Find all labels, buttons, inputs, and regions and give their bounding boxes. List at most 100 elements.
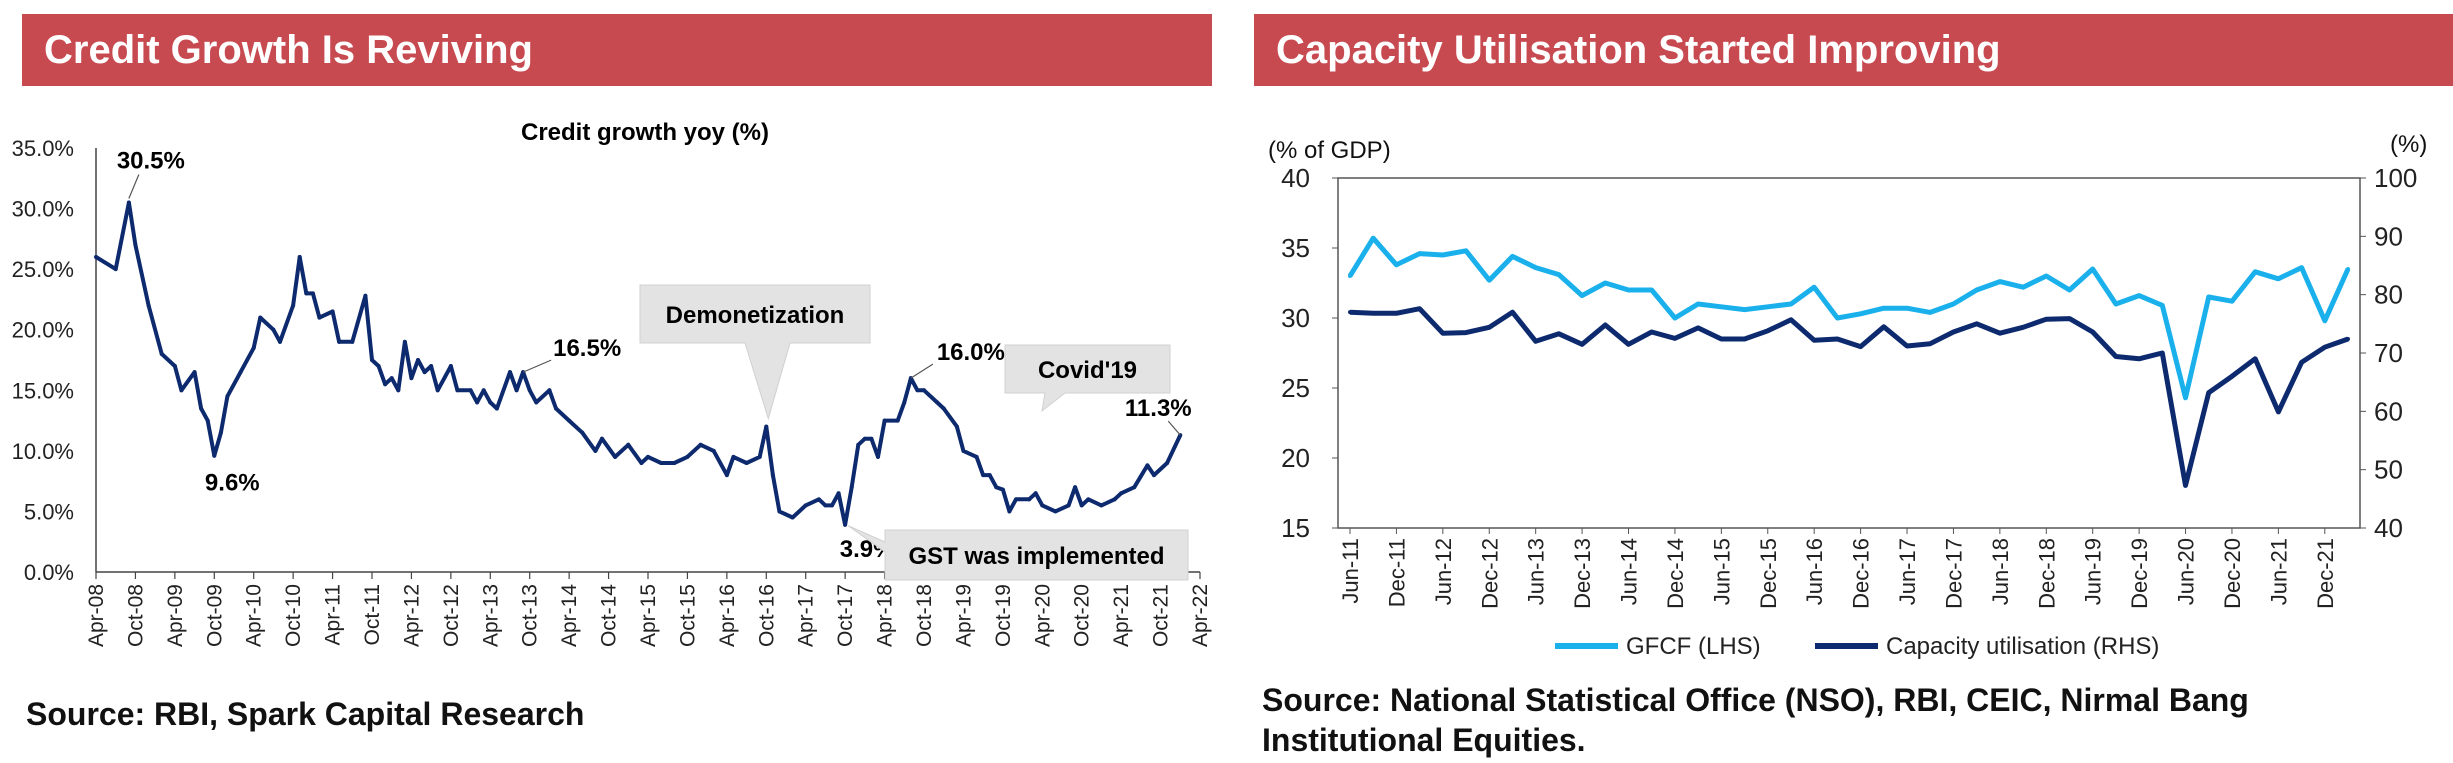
credit-growth-point — [251, 345, 256, 350]
credit-growth-point — [915, 388, 920, 393]
gfcf-point — [1348, 274, 1352, 278]
capacity-utilisation-point — [1487, 325, 1492, 330]
credit-growth-point — [304, 291, 309, 296]
credit-growth-point — [646, 454, 650, 459]
credit-growth-point — [488, 400, 493, 405]
credit-growth-point — [218, 430, 223, 435]
credit-growth-point — [1027, 497, 1032, 502]
credit-growth-point — [961, 448, 966, 453]
x-tick-label: Oct-14 — [598, 584, 621, 647]
capacity-utilisation-point — [1788, 317, 1793, 322]
credit-growth-point — [935, 400, 940, 405]
capacity-utilisation-point — [1881, 324, 1886, 329]
credit-growth-point — [527, 388, 532, 393]
y-left-tick-label: 15 — [1281, 513, 1310, 543]
credit-growth-point — [258, 315, 263, 320]
gfcf-point — [2067, 288, 2072, 292]
x-tick-label: Jun-12 — [1431, 538, 1456, 605]
x-tick-label: Dec-16 — [1849, 538, 1874, 609]
annotation-peak-2018: 16.0% — [937, 339, 1005, 366]
y-right-tick-label: 50 — [2374, 455, 2403, 485]
y-right-tick-label: 40 — [2374, 513, 2403, 543]
capacity-utilisation-point — [1719, 337, 1724, 341]
credit-growth-point — [843, 522, 848, 527]
credit-growth-point — [626, 442, 631, 447]
gfcf-point — [1905, 306, 1910, 311]
capacity-utilisation-point — [2299, 360, 2304, 365]
x-tick-label: Oct-16 — [755, 584, 778, 647]
x-tick-label: Oct-20 — [1071, 584, 1094, 647]
capacity-utilisation-point — [2253, 356, 2258, 361]
credit-growth-point — [1000, 487, 1005, 492]
credit-growth-point — [179, 388, 184, 393]
credit-growth-point — [849, 485, 854, 490]
capacity-utilisation-point — [1951, 330, 1956, 334]
credit-growth-point — [974, 454, 979, 459]
capacity-utilisation-point — [2090, 330, 2095, 334]
credit-growth-point — [580, 430, 585, 435]
credit-growth-point — [271, 327, 276, 332]
credit-growth-point — [199, 406, 204, 411]
credit-growth-point — [448, 364, 453, 369]
x-tick-label: Apr-17 — [795, 584, 818, 647]
x-tick-label: Oct-08 — [124, 584, 147, 647]
gfcf-point — [1997, 279, 2002, 284]
credit-growth-point — [113, 267, 118, 272]
credit-growth-point — [902, 400, 907, 405]
capacity-utilisation-point — [1580, 342, 1585, 347]
annotation-leader — [128, 174, 140, 199]
credit-growth-point — [1033, 491, 1038, 496]
x-tick-label: Jun-21 — [2266, 538, 2291, 605]
credit-growth-point — [192, 370, 197, 375]
gfcf-point — [1788, 302, 1793, 306]
right-source-line-2: Institutional Equities. — [1262, 722, 1586, 758]
gfcf-point — [2276, 276, 2281, 281]
gfcf-point — [1765, 304, 1770, 309]
credit-growth-point — [205, 418, 210, 423]
capacity-utilisation-point — [1928, 341, 1933, 346]
x-tick-label: Jun-17 — [1895, 538, 1920, 605]
x-tick-label: Oct-21 — [1150, 584, 1173, 647]
gfcf-point — [1580, 293, 1585, 298]
credit-growth-point — [639, 460, 644, 465]
left-source-note: Source: RBI, Spark Capital Research — [26, 696, 585, 732]
capacity-utilisation-point — [2276, 409, 2281, 414]
credit-growth-point — [1165, 460, 1170, 465]
x-tick-label: Dec-18 — [2034, 538, 2059, 609]
y-right-tick-label: 90 — [2374, 221, 2403, 251]
credit-growth-point — [600, 436, 604, 441]
capacity-utilisation-point — [1835, 337, 1840, 341]
credit-growth-point — [508, 370, 512, 375]
right-source-line-1: Source: National Statistical Office (NSO… — [1262, 682, 2249, 718]
credit-growth-point — [1073, 485, 1078, 490]
gfcf-point — [2137, 293, 2142, 298]
credit-growth-point — [494, 406, 499, 411]
capacity-utilisation-point — [1371, 311, 1376, 316]
x-tick-label: Apr-10 — [243, 584, 266, 647]
credit-growth-point — [376, 364, 381, 369]
x-tick-label: Apr-19 — [952, 584, 975, 647]
gfcf-line — [1347, 235, 2351, 401]
capacity-utilisation-point — [2229, 374, 2234, 379]
y-tick-label: 35.0% — [12, 136, 74, 161]
y-tick-label: 15.0% — [12, 378, 74, 403]
capacity-utilisation-point — [2021, 325, 2026, 330]
credit-growth-point — [1112, 497, 1117, 502]
credit-growth-point — [547, 388, 552, 393]
x-tick-label: Apr-13 — [479, 584, 502, 647]
credit-growth-point — [1066, 503, 1071, 508]
credit-growth-point — [383, 382, 388, 387]
x-tick-label: Oct-17 — [834, 584, 857, 647]
gfcf-point — [1440, 253, 1445, 257]
capacity-utilisation-point — [1742, 337, 1747, 341]
capacity-utilisation-point — [1556, 331, 1561, 336]
gfcf-point — [1533, 265, 1538, 270]
capacity-utilisation-point — [1649, 330, 1654, 334]
credit-growth-point — [987, 473, 992, 478]
credit-growth-point — [862, 436, 867, 441]
x-tick-label: Dec-17 — [1941, 538, 1966, 609]
credit-growth-point — [396, 388, 401, 393]
capacity-utilisation-point — [1858, 344, 1863, 349]
capacity-utilisation-point — [1974, 321, 1979, 326]
gfcf-point — [1394, 262, 1399, 267]
